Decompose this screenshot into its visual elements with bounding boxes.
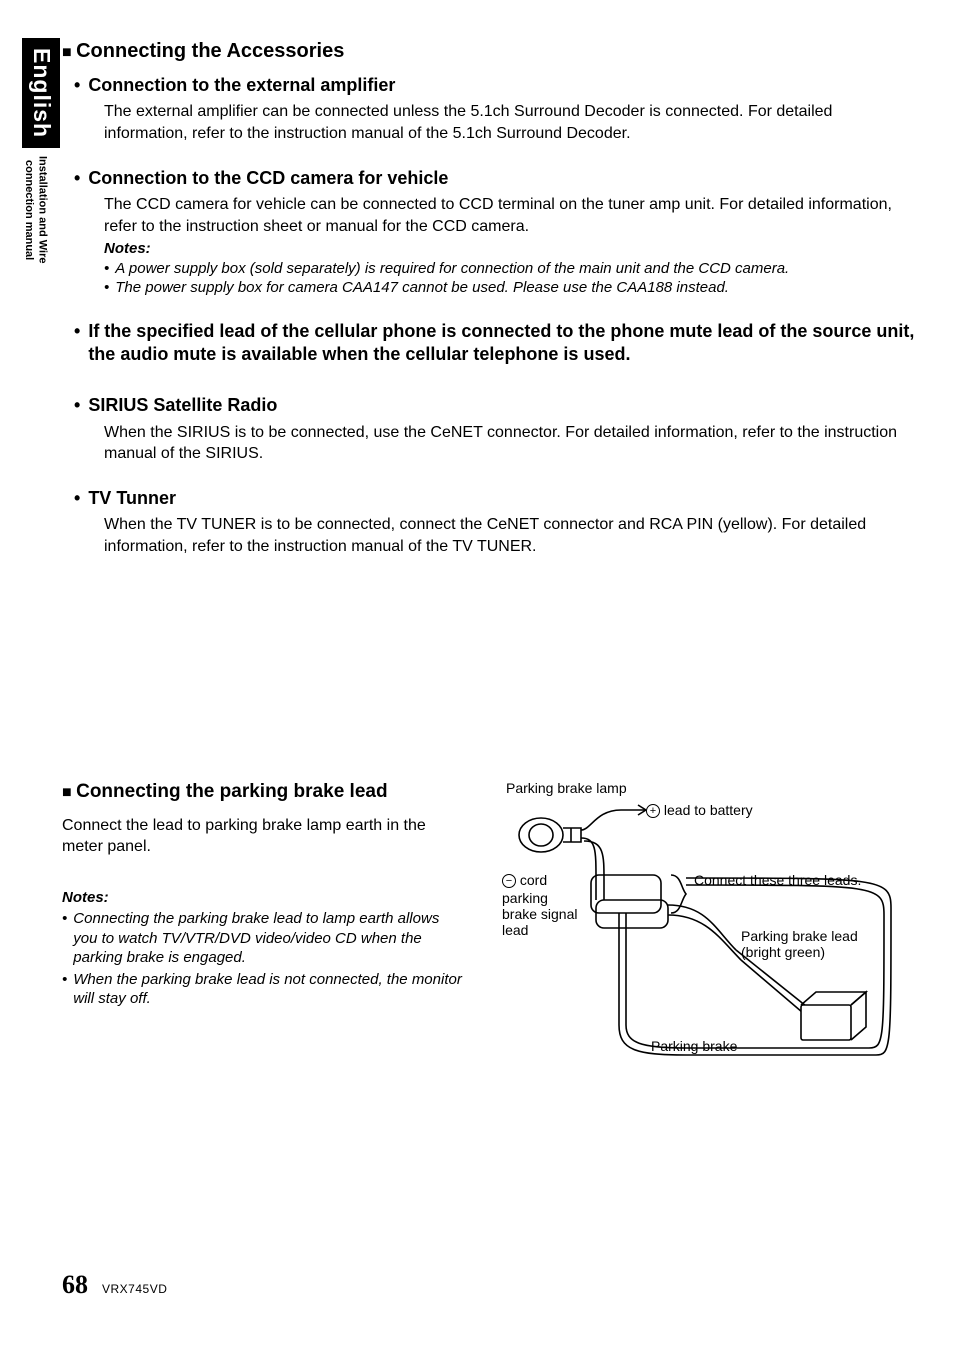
- manual-section-tab: Installation and Wire connection manual: [22, 148, 48, 263]
- minus-icon: −: [502, 874, 516, 888]
- notes-heading: Notes:: [62, 888, 462, 908]
- label-lamp: Parking brake lamp: [506, 780, 627, 797]
- label-text: cord: [520, 872, 547, 888]
- notes-heading: Notes:: [104, 239, 916, 259]
- bullet-icon: •: [62, 909, 67, 968]
- section-title-text: Connecting the Accessories: [76, 40, 344, 62]
- bullet-icon: •: [74, 487, 80, 510]
- subsection-ccd: • Connection to the CCD camera for vehic…: [90, 167, 916, 298]
- label-brake-signal-1: parking: [502, 890, 548, 907]
- note-line: • The power supply box for camera CAA147 …: [104, 278, 916, 298]
- label-brake-lead-1: Parking brake lead: [741, 928, 858, 945]
- label-brake-signal-2: brake signal: [502, 906, 578, 923]
- section-title-text: Connecting the parking brake lead: [76, 781, 387, 802]
- subsection-body: The external amplifier can be connected …: [104, 101, 916, 144]
- section-body: Connect the lead to parking brake lamp e…: [62, 815, 462, 858]
- note-text: A power supply box (sold separately) is …: [115, 259, 789, 279]
- bullet-icon: •: [74, 74, 80, 97]
- language-tab: English: [22, 38, 60, 148]
- subsection-title: TV Tunner: [88, 487, 176, 510]
- subsection-body: The CCD camera for vehicle can be connec…: [104, 194, 916, 237]
- subsection-tv: • TV Tunner When the TV TUNER is to be c…: [90, 487, 916, 558]
- subsection-title: If the specified lead of the cellular ph…: [88, 320, 916, 367]
- subsection-amplifier: • Connection to the external amplifier T…: [90, 74, 916, 145]
- note-line: •Connecting the parking brake lead to la…: [62, 909, 462, 968]
- label-brake-signal-3: lead: [502, 922, 528, 939]
- bullet-icon: •: [104, 259, 109, 279]
- model-number: VRX745VD: [102, 1282, 167, 1298]
- subsection-body: When the TV TUNER is to be connected, co…: [104, 514, 916, 557]
- label-text: lead to battery: [664, 802, 753, 818]
- side-tab: English Installation and Wire connection…: [22, 38, 55, 264]
- main-content: ■ Connecting the Accessories • Connectio…: [62, 38, 916, 580]
- tab-subtitle-1: Installation and Wire: [35, 156, 48, 263]
- tab-subtitle-2: connection manual: [22, 156, 35, 263]
- subsection-body: When the SIRIUS is to be connected, use …: [104, 422, 916, 465]
- section-title-accessories: ■ Connecting the Accessories: [62, 38, 916, 64]
- bullet-icon: •: [74, 394, 80, 417]
- subsection-title: SIRIUS Satellite Radio: [88, 394, 277, 417]
- note-text: When the parking brake lead is not conne…: [73, 970, 462, 1009]
- note-text: The power supply box for camera CAA147 c…: [115, 278, 729, 298]
- bullet-icon: •: [104, 278, 109, 298]
- note-line: •When the parking brake lead is not conn…: [62, 970, 462, 1009]
- parking-brake-text: ■ Connecting the parking brake lead Conn…: [62, 780, 462, 1104]
- square-bullet-icon: ■: [62, 784, 76, 801]
- subsection-title: Connection to the CCD camera for vehicle: [88, 167, 448, 190]
- subsection-title: Connection to the external amplifier: [88, 74, 395, 97]
- label-minus-cord: − cord: [502, 872, 547, 889]
- page-footer: 68 VRX745VD: [62, 1268, 167, 1302]
- page-number: 68: [62, 1268, 88, 1302]
- lower-section: ■ Connecting the parking brake lead Conn…: [62, 780, 916, 1104]
- bullet-icon: •: [74, 320, 80, 343]
- bullet-icon: •: [74, 167, 80, 190]
- square-bullet-icon: ■: [62, 44, 76, 61]
- section-title-parking: ■ Connecting the parking brake lead: [62, 780, 462, 805]
- subsection-sirius: • SIRIUS Satellite Radio When the SIRIUS…: [90, 394, 916, 465]
- label-connect-three: Connect these three leads.: [694, 872, 861, 889]
- parking-brake-diagram: Parking brake lamp + lead to battery − c…: [486, 780, 916, 1104]
- label-lead-battery: + lead to battery: [646, 802, 753, 819]
- note-text: Connecting the parking brake lead to lam…: [73, 909, 462, 968]
- label-brake-lead-2: (bright green): [741, 944, 825, 961]
- plus-icon: +: [646, 804, 660, 818]
- note-line: • A power supply box (sold separately) is…: [104, 259, 916, 279]
- bullet-icon: •: [62, 970, 67, 1009]
- subsection-mute: • If the specified lead of the cellular …: [90, 320, 916, 367]
- label-parking-brake: Parking brake: [651, 1038, 737, 1055]
